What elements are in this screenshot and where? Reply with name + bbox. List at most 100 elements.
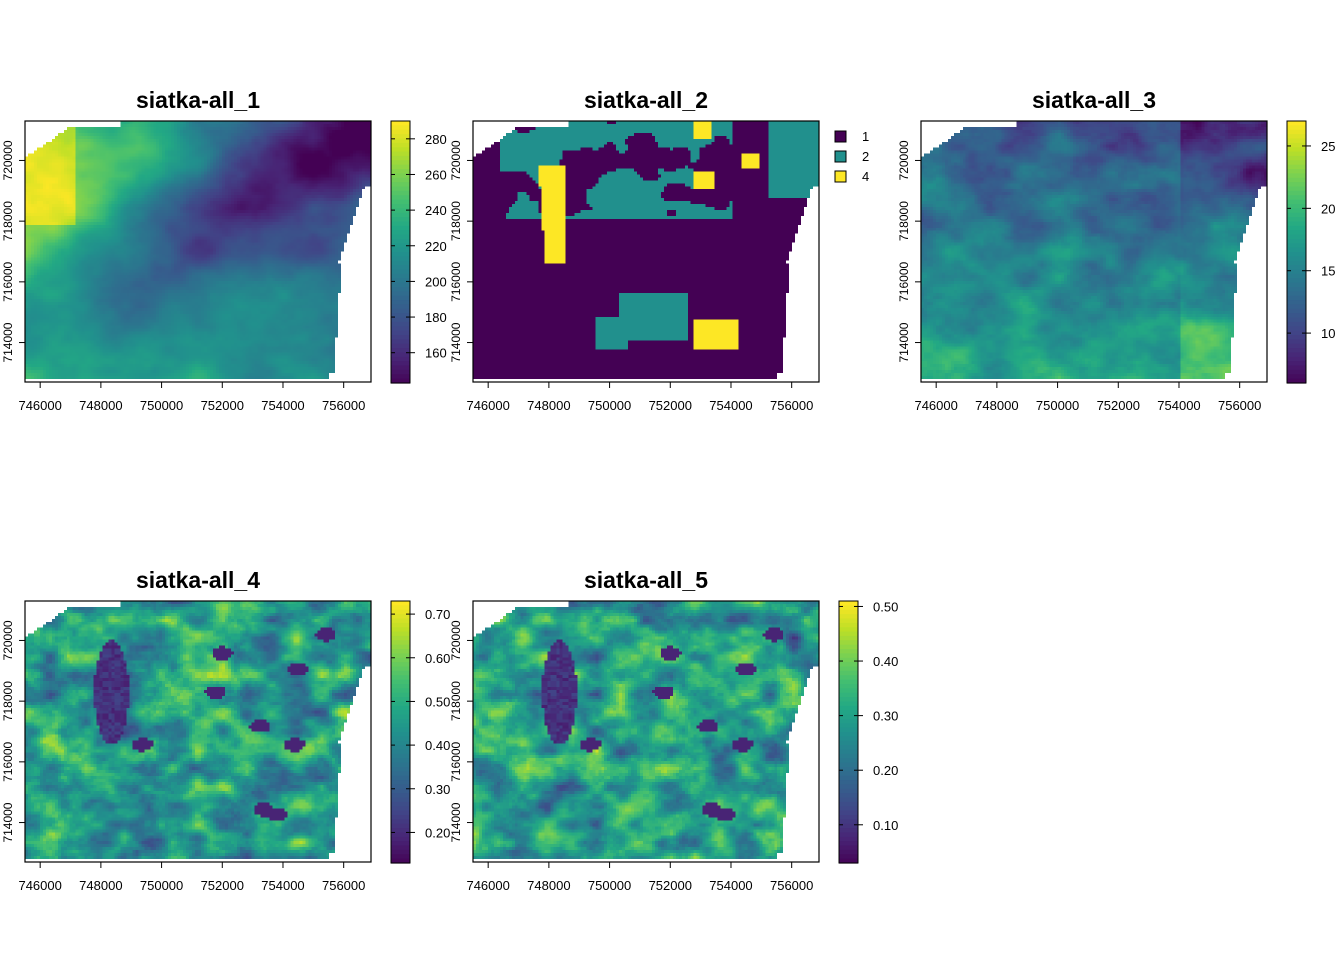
colorbar-segment (391, 343, 410, 349)
colorbar-segment (391, 330, 410, 336)
colorbar-label: 260 (425, 167, 447, 182)
colorbar-segment (391, 858, 410, 864)
colorbar-segment (1287, 252, 1306, 257)
category-legend: 1 2 4 (834, 129, 869, 184)
colorbar-segment (391, 356, 410, 362)
colorbar-segment (391, 749, 410, 755)
colorbar-segment (1287, 317, 1306, 323)
colorbar-segment (391, 849, 410, 855)
colorbar-segment (839, 727, 858, 733)
colorbar-segment (391, 374, 410, 380)
colorbar-segment (1287, 238, 1306, 244)
colorbar-segment (1287, 182, 1306, 188)
colorbar-segment (839, 692, 858, 698)
x-tick-label: 754000 (261, 398, 304, 413)
colorbar-segment (391, 190, 410, 196)
colorbar-segment (1287, 203, 1306, 209)
x-tick-label: 748000 (79, 878, 122, 893)
legend-label: 1 (862, 129, 869, 144)
colorbar: 160 180 200 220 240 260 280 (390, 120, 447, 384)
colorbar-segment (391, 762, 410, 768)
colorbar-segment (839, 609, 858, 615)
colorbar-segment (839, 745, 858, 751)
colorbar-segment (1287, 142, 1306, 148)
colorbar-segment (839, 762, 858, 768)
colorbar-segment (1287, 286, 1306, 292)
colorbar-segment (1287, 378, 1306, 384)
colorbar-segment (391, 740, 410, 746)
x-tick-label: 750000 (588, 878, 631, 893)
colorbar-segment (839, 718, 858, 724)
colorbar-segment (1287, 361, 1306, 367)
colorbar-segment (839, 797, 858, 803)
colorbar-label: 0.60 (425, 651, 450, 666)
legend-swatch (834, 150, 847, 163)
colorbar-segment (1287, 356, 1306, 362)
colorbar: 10 15 20 25 (1286, 120, 1335, 384)
colorbar-segment (1287, 352, 1306, 358)
colorbar-segment (391, 326, 410, 332)
colorbar-segment (391, 806, 410, 812)
colorbar-segment (391, 230, 410, 236)
colorbar-segment (391, 854, 410, 860)
colorbar-segment (391, 766, 410, 772)
colorbar-segment (391, 334, 410, 340)
colorbar-segment (839, 841, 858, 847)
colorbar-segment (391, 679, 410, 685)
colorbar-label: 0.30 (425, 782, 450, 797)
legend-label: 4 (862, 169, 869, 184)
colorbar-segment (391, 134, 410, 140)
panel-title: siatka-all_5 (584, 567, 708, 593)
x-tick-label: 750000 (588, 398, 631, 413)
colorbar-segment (391, 727, 410, 733)
colorbar-segment (391, 265, 410, 271)
x-tick-label: 746000 (914, 398, 957, 413)
colorbar-segment (391, 775, 410, 781)
colorbar-segment (1287, 217, 1306, 223)
colorbar-segment (391, 225, 410, 231)
colorbar-segment (1287, 300, 1306, 305)
colorbar-segment (391, 771, 410, 777)
colorbar-segment (1287, 212, 1306, 218)
colorbar-segment (391, 697, 410, 703)
plot-frame (472, 120, 820, 383)
colorbar-segment (1287, 155, 1306, 161)
colorbar-segment (1287, 308, 1306, 314)
legend-swatch (834, 130, 847, 143)
y-tick-label: 716000 (1, 742, 15, 782)
colorbar-segment (839, 845, 858, 851)
colorbar-segment (839, 683, 858, 689)
colorbar-segment (391, 256, 410, 262)
panel-title: siatka-all_3 (1032, 87, 1156, 113)
colorbar-segment (839, 644, 858, 650)
colorbar-segment (1287, 313, 1306, 319)
colorbar-segment (1287, 199, 1306, 205)
colorbar-segment (839, 788, 858, 794)
colorbar-segment (391, 361, 410, 367)
colorbar-segment (1287, 334, 1306, 340)
x-tick-label: 752000 (201, 398, 244, 413)
colorbar-label: 0.50 (873, 599, 898, 614)
y-tick-label: 718000 (449, 681, 463, 721)
colorbar-segment (391, 378, 410, 384)
colorbar-segment (391, 238, 410, 244)
panel-2: siatka-all_2 746000 748000 750000 752000 7540… (449, 87, 869, 413)
colorbar-segment (1287, 195, 1306, 201)
colorbar-segment (1287, 234, 1306, 240)
colorbar-frame (390, 120, 411, 384)
panel-4: siatka-all_4 746000 748000 750000 752000 7540… (1, 567, 450, 893)
colorbar-label: 25 (1321, 139, 1335, 154)
colorbar-segment (839, 710, 858, 716)
colorbar-segment (1287, 330, 1306, 336)
colorbar-segment (1287, 121, 1306, 126)
colorbar-segment (391, 155, 410, 161)
colorbar-segment (1287, 147, 1306, 153)
colorbar-segment (839, 631, 858, 637)
colorbar-segment (839, 823, 858, 829)
colorbar-segment (839, 740, 858, 746)
colorbar-segment (391, 234, 410, 240)
colorbar-segment (391, 208, 410, 214)
colorbar-segment (391, 758, 410, 764)
colorbar-segment (391, 801, 410, 807)
colorbar-segment (391, 169, 410, 174)
